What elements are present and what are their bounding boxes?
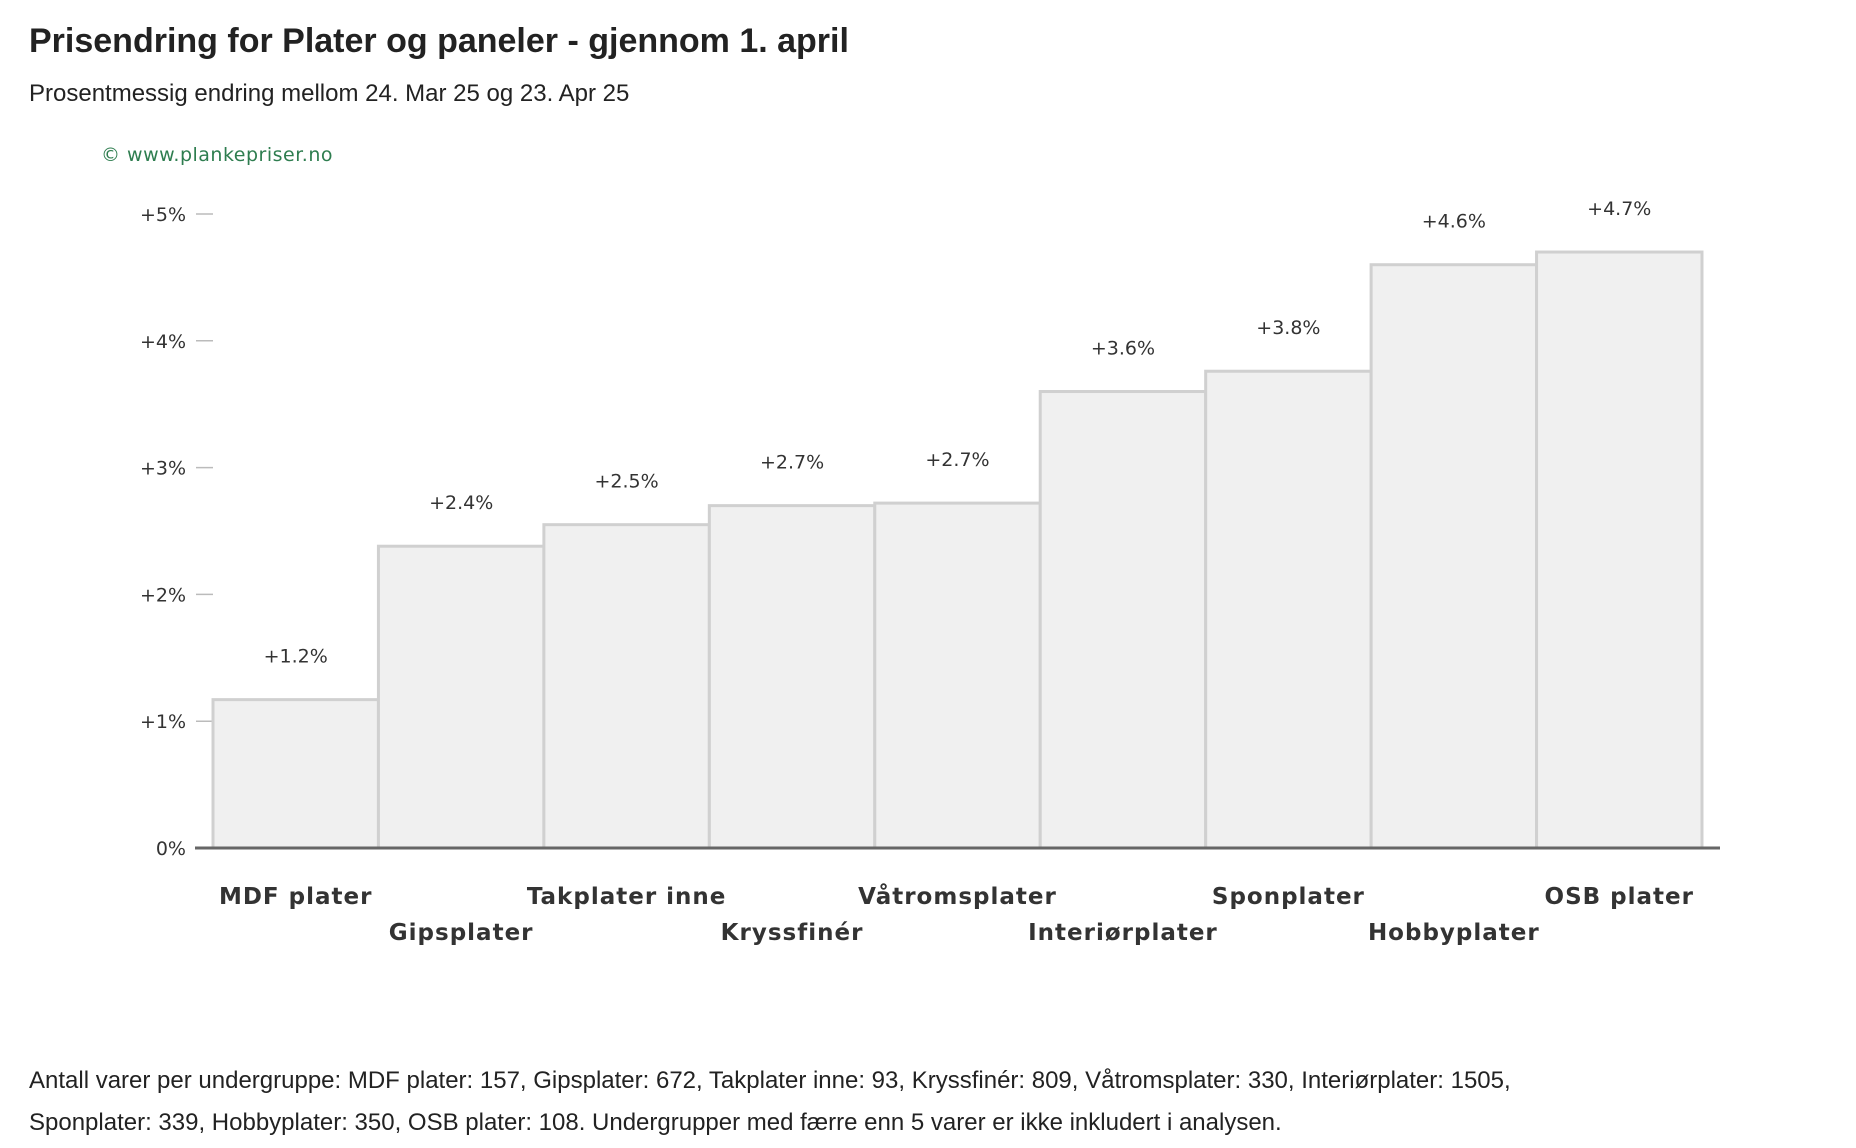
data-label: +2.7%: [760, 452, 824, 474]
data-label: +2.5%: [595, 471, 659, 493]
y-tick-label: +4%: [140, 331, 186, 353]
x-tick-label: Takplater inne: [527, 884, 727, 910]
y-tick-label: +1%: [140, 711, 186, 733]
bar: [707, 504, 877, 850]
data-label: +2.4%: [429, 492, 493, 514]
y-tick-label: +2%: [140, 584, 186, 606]
y-tick-label: +5%: [140, 204, 186, 226]
bar: [376, 544, 546, 850]
credit-text: © www.plankepriser.no: [101, 144, 333, 166]
value-labels-group: +1.2% +2.4% +2.5% +2.7% +2.7% +3.6% +3.8% +4.6%…: [264, 198, 1652, 668]
data-label: +4.7%: [1587, 198, 1651, 220]
data-label: +3.6%: [1091, 338, 1155, 360]
bar: [1204, 369, 1373, 850]
bar: [1369, 263, 1539, 850]
x-axis: MDF plater Gipsplater Takplater inne Kryssf…: [219, 883, 1694, 946]
chart-subtitle: Prosentmessig endring mellom 24. Mar 25 …: [29, 80, 630, 107]
bar: [211, 698, 380, 850]
bar: [542, 523, 711, 850]
x-tick-label: Hobbyplater: [1368, 920, 1540, 946]
x-tick-label: Sponplater: [1212, 884, 1365, 910]
x-tick-label: Gipsplater: [389, 920, 534, 946]
x-tick-label: MDF plater: [219, 884, 373, 910]
data-label: +3.8%: [1256, 317, 1320, 339]
data-label: +1.2%: [264, 646, 328, 668]
chart-title: Prisendring for Plater og paneler - gjen…: [29, 22, 849, 60]
x-tick-label: Kryssfinér: [721, 920, 864, 946]
y-axis: 0% +1% +2% +3% +4% +5%: [140, 204, 213, 860]
y-tick-label: 0%: [156, 838, 186, 860]
data-label: +2.7%: [925, 449, 989, 471]
bar: [1535, 250, 1704, 850]
bar: [1038, 390, 1208, 850]
bar-chart: © www.plankepriser.no 0%+1%+2%+3%+4%+5% …: [101, 144, 1720, 946]
footnote: Antall varer per undergruppe: MDF plater…: [29, 1067, 1511, 1136]
data-label: +4.6%: [1422, 211, 1486, 233]
x-tick-label: OSB plater: [1545, 884, 1694, 910]
x-tick-label: Interiørplater: [1028, 920, 1218, 946]
x-tick-label: Våtromsplater: [858, 883, 1057, 910]
bars-group: [211, 250, 1704, 850]
bar: [873, 501, 1042, 850]
y-tick-label: +3%: [140, 458, 186, 480]
